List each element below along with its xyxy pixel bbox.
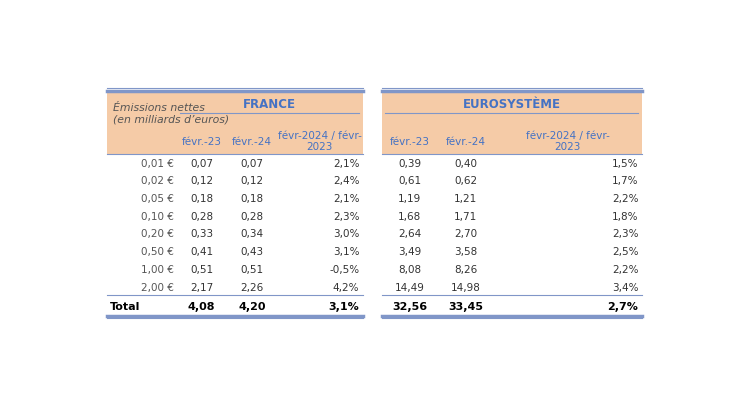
- Text: 0,39: 0,39: [398, 158, 421, 168]
- Bar: [382, 190, 642, 207]
- Text: 3,1%: 3,1%: [328, 301, 359, 311]
- Text: 0,51: 0,51: [240, 264, 264, 274]
- Text: (en milliards d’euros): (en milliards d’euros): [113, 114, 229, 124]
- Text: 1,21: 1,21: [454, 193, 477, 203]
- Text: 0,05 €: 0,05 €: [140, 193, 174, 203]
- Text: 0,50 €: 0,50 €: [140, 247, 174, 256]
- Text: févr.-23: févr.-23: [182, 136, 222, 146]
- Text: 0,07: 0,07: [191, 158, 213, 168]
- Text: 2,4%: 2,4%: [333, 176, 359, 186]
- Text: Émissions nettes: Émissions nettes: [113, 103, 205, 113]
- Bar: [382, 154, 642, 172]
- Bar: [107, 207, 363, 225]
- Bar: [107, 154, 363, 172]
- Text: Total: Total: [110, 301, 140, 311]
- Bar: [382, 91, 642, 128]
- Text: 0,07: 0,07: [241, 158, 264, 168]
- Bar: [107, 296, 363, 317]
- Text: 1,68: 1,68: [398, 211, 421, 221]
- Text: 4,08: 4,08: [188, 301, 215, 311]
- Text: 0,10 €: 0,10 €: [140, 211, 174, 221]
- Text: 0,41: 0,41: [190, 247, 213, 256]
- Text: 2,1%: 2,1%: [333, 158, 359, 168]
- Text: 0,02 €: 0,02 €: [140, 176, 174, 186]
- Text: 2,70: 2,70: [454, 229, 477, 239]
- Text: 0,34: 0,34: [240, 229, 264, 239]
- Text: févr-2024 / févr-
2023: févr-2024 / févr- 2023: [278, 130, 362, 152]
- Bar: [107, 91, 363, 128]
- Text: 1,71: 1,71: [454, 211, 477, 221]
- Text: 0,40: 0,40: [454, 158, 477, 168]
- Text: 2,3%: 2,3%: [612, 229, 639, 239]
- Text: 2,7%: 2,7%: [607, 301, 639, 311]
- Text: 1,8%: 1,8%: [612, 211, 639, 221]
- Bar: [382, 278, 642, 296]
- Text: 3,0%: 3,0%: [333, 229, 359, 239]
- Text: 0,62: 0,62: [454, 176, 477, 186]
- Text: 2,26: 2,26: [240, 282, 264, 292]
- Text: 3,1%: 3,1%: [333, 247, 359, 256]
- Text: 2,1%: 2,1%: [333, 193, 359, 203]
- Text: 2,17: 2,17: [190, 282, 213, 292]
- Text: 1,5%: 1,5%: [612, 158, 639, 168]
- Text: 0,28: 0,28: [240, 211, 264, 221]
- Text: 2,5%: 2,5%: [612, 247, 639, 256]
- Text: -0,5%: -0,5%: [329, 264, 359, 274]
- Text: 3,49: 3,49: [398, 247, 421, 256]
- Bar: [382, 260, 642, 278]
- Bar: [107, 172, 363, 190]
- Text: EUROSYSTÈME: EUROSYSTÈME: [463, 98, 561, 111]
- Bar: [107, 243, 363, 260]
- Text: 2,3%: 2,3%: [333, 211, 359, 221]
- Text: févr.-24: févr.-24: [232, 136, 272, 146]
- Text: 0,12: 0,12: [190, 176, 213, 186]
- Text: 3,58: 3,58: [454, 247, 477, 256]
- Text: 0,33: 0,33: [190, 229, 213, 239]
- Text: 4,2%: 4,2%: [333, 282, 359, 292]
- Bar: [107, 128, 363, 154]
- Text: 0,12: 0,12: [240, 176, 264, 186]
- Bar: [107, 278, 363, 296]
- Text: 14,98: 14,98: [450, 282, 480, 292]
- Text: 2,00 €: 2,00 €: [140, 282, 174, 292]
- Text: 0,20 €: 0,20 €: [140, 229, 174, 239]
- Bar: [107, 190, 363, 207]
- Text: 0,28: 0,28: [190, 211, 213, 221]
- Bar: [382, 243, 642, 260]
- Text: 0,43: 0,43: [240, 247, 264, 256]
- Text: 14,49: 14,49: [395, 282, 425, 292]
- Text: 2,64: 2,64: [398, 229, 421, 239]
- Text: FRANCE: FRANCE: [243, 98, 296, 111]
- Bar: [382, 296, 642, 317]
- Text: 8,26: 8,26: [454, 264, 477, 274]
- Text: 0,01 €: 0,01 €: [140, 158, 174, 168]
- Text: 0,18: 0,18: [190, 193, 213, 203]
- Text: 1,7%: 1,7%: [612, 176, 639, 186]
- Text: 0,18: 0,18: [240, 193, 264, 203]
- Text: 0,61: 0,61: [398, 176, 421, 186]
- Text: 2,2%: 2,2%: [612, 193, 639, 203]
- Text: 8,08: 8,08: [398, 264, 421, 274]
- Text: févr.-23: févr.-23: [390, 136, 430, 146]
- Bar: [107, 260, 363, 278]
- Text: 0,51: 0,51: [190, 264, 213, 274]
- Bar: [382, 172, 642, 190]
- Text: 1,19: 1,19: [398, 193, 421, 203]
- Text: 3,4%: 3,4%: [612, 282, 639, 292]
- Bar: [382, 128, 642, 154]
- Text: févr-2024 / févr-
2023: févr-2024 / févr- 2023: [526, 130, 610, 152]
- Bar: [382, 225, 642, 243]
- Text: 4,20: 4,20: [238, 301, 266, 311]
- Bar: [107, 225, 363, 243]
- Bar: [382, 207, 642, 225]
- Text: 2,2%: 2,2%: [612, 264, 639, 274]
- Text: 33,45: 33,45: [448, 301, 483, 311]
- Text: 1,00 €: 1,00 €: [140, 264, 174, 274]
- Text: févr.-24: févr.-24: [445, 136, 485, 146]
- Text: 32,56: 32,56: [392, 301, 427, 311]
